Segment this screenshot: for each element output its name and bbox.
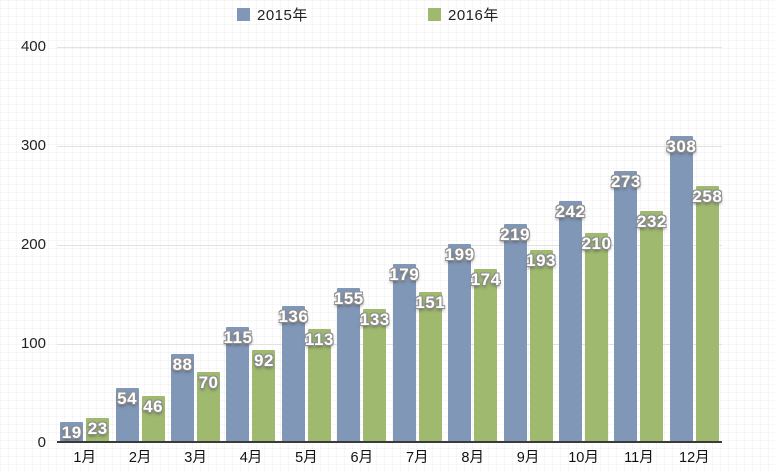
gridline-200 bbox=[57, 245, 722, 246]
gridline-400 bbox=[57, 47, 722, 48]
bar-2015年-7月: 179 bbox=[389, 263, 419, 441]
x-axis-label-12月: 12月 bbox=[679, 450, 710, 466]
bar-2015年-6月: 155 bbox=[334, 287, 363, 441]
bar-2015年-10月: 242 bbox=[556, 201, 585, 441]
y-axis-label-200: 200 bbox=[20, 236, 46, 253]
bar-2016年-8月: 174 bbox=[471, 268, 500, 441]
x-axis-label-11月: 11月 bbox=[624, 450, 654, 466]
bar-2015年-4月: 115 bbox=[224, 327, 252, 441]
bar-group-12月: 308 258 12月 bbox=[666, 47, 722, 466]
bar-2016年-5月: 113 bbox=[304, 329, 334, 441]
bar-group-4月: 115 92 4月 bbox=[223, 47, 278, 466]
bar-2016年-1月: 23 bbox=[86, 418, 110, 441]
bar-group-6月: 155 133 6月 bbox=[334, 47, 389, 466]
bar-2016年-3月: 70 bbox=[197, 371, 221, 441]
x-axis-label-6月: 6月 bbox=[350, 450, 374, 466]
y-axis-label-300: 300 bbox=[20, 137, 46, 154]
x-axis-label-3月: 3月 bbox=[184, 450, 207, 466]
bar-value-label: 273 bbox=[610, 171, 641, 191]
x-axis-label-8月: 8月 bbox=[461, 450, 484, 466]
bar-value-label: 151 bbox=[415, 292, 446, 312]
bar-value-label: 19 bbox=[61, 423, 82, 443]
bar-group-2月: 54 46 2月 bbox=[112, 47, 167, 466]
bar-value-label: 115 bbox=[223, 328, 253, 348]
x-axis-label-1月: 1月 bbox=[73, 450, 96, 466]
legend-label-2016: 2016年 bbox=[448, 6, 499, 24]
bar-2015年-11月: 273 bbox=[611, 170, 640, 441]
bar-value-label: 210 bbox=[581, 234, 612, 254]
x-axis-label-2月: 2月 bbox=[128, 450, 152, 466]
legend-swatch-2016 bbox=[428, 7, 441, 21]
legend-item-2015: 2015年 bbox=[237, 5, 308, 24]
plot-area: 0 100 200 300 400 19 23 1月 54 46 2月 88 70 3月 115 92 4月 1… bbox=[21, 39, 722, 466]
gridline-100 bbox=[57, 344, 722, 345]
bar-value-label: 70 bbox=[198, 372, 219, 392]
bar-2016年-6月: 133 bbox=[360, 309, 389, 441]
bar-value-label: 46 bbox=[143, 396, 164, 416]
x-axis-label-9月: 9月 bbox=[516, 450, 540, 466]
bar-value-label: 23 bbox=[87, 419, 108, 439]
bar-value-label: 174 bbox=[470, 269, 501, 289]
bar-value-label: 193 bbox=[526, 250, 557, 270]
legend-item-2016: 2016年 bbox=[428, 5, 499, 24]
bar-value-label: 179 bbox=[389, 264, 420, 284]
bar-value-label: 242 bbox=[555, 202, 586, 222]
bar-2015年-8月: 199 bbox=[445, 244, 474, 441]
x-axis-label-7月: 7月 bbox=[405, 450, 429, 466]
bar-2016年-4月: 92 bbox=[252, 349, 276, 441]
y-axis-label-0: 0 bbox=[37, 434, 46, 451]
bar-2016年-11月: 232 bbox=[637, 211, 666, 441]
bar-group-3月: 88 70 3月 bbox=[168, 47, 223, 466]
bar-2016年-7月: 151 bbox=[415, 291, 445, 441]
bar-2015年-9月: 219 bbox=[500, 224, 530, 441]
bar-2015年-2月: 54 bbox=[115, 387, 139, 441]
bar-value-label: 199 bbox=[444, 245, 475, 264]
bar-value-label: 133 bbox=[359, 310, 390, 330]
bar-value-label: 155 bbox=[333, 288, 364, 308]
x-axis-label-4月: 4月 bbox=[239, 450, 263, 466]
y-axis-label-100: 100 bbox=[20, 335, 46, 352]
bar-group-5月: 136 113 5月 bbox=[278, 47, 334, 466]
bar-value-label: 308 bbox=[666, 137, 697, 157]
bar-group-11月: 273 232 11月 bbox=[611, 47, 666, 466]
bar-group-1月: 19 23 1月 bbox=[57, 47, 112, 466]
x-axis-label-10月: 10月 bbox=[568, 450, 599, 466]
gridline-300 bbox=[57, 146, 722, 147]
bar-group-8月: 199 174 8月 bbox=[445, 47, 500, 466]
bar-2015年-5月: 136 bbox=[278, 306, 308, 441]
bar-2016年-12月: 258 bbox=[692, 185, 722, 441]
bar-value-label: 232 bbox=[636, 212, 667, 232]
bar-value-label: 92 bbox=[254, 350, 274, 370]
bar-2016年-2月: 46 bbox=[141, 395, 165, 441]
x-axis-label-5月: 5月 bbox=[295, 450, 318, 466]
bar-2015年-3月: 88 bbox=[171, 353, 195, 441]
bar-value-label: 136 bbox=[278, 307, 309, 327]
legend-swatch-2015 bbox=[237, 7, 250, 21]
bar-groups: 19 23 1月 54 46 2月 88 70 3月 115 92 4月 136 113 5月 155 133 6… bbox=[57, 47, 722, 466]
bar-2016年-9月: 193 bbox=[526, 249, 556, 441]
bar-group-9月: 219 193 9月 bbox=[500, 47, 556, 466]
y-axis-label-400: 400 bbox=[20, 38, 46, 55]
bar-value-label: 113 bbox=[304, 330, 334, 350]
bar-value-label: 219 bbox=[500, 225, 531, 245]
bar-group-10月: 242 210 10月 bbox=[556, 47, 611, 466]
bar-value-label: 258 bbox=[692, 186, 723, 206]
bar-2015年-1月: 19 bbox=[60, 422, 84, 443]
bar-value-label: 54 bbox=[117, 388, 138, 408]
bar-2016年-10月: 210 bbox=[582, 233, 611, 441]
bar-value-label: 88 bbox=[172, 354, 193, 374]
bar-group-7月: 179 151 7月 bbox=[389, 47, 445, 466]
bar-2015年-12月: 308 bbox=[666, 136, 696, 441]
legend-label-2015: 2015年 bbox=[257, 6, 308, 24]
